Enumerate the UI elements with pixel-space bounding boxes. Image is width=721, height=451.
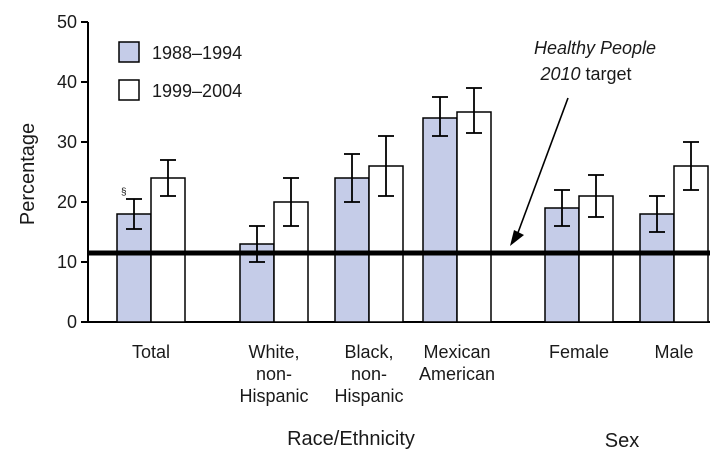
error-bars-layer bbox=[126, 87, 699, 263]
category-label-line: Hispanic bbox=[334, 386, 403, 406]
annotation-arrow-shaft bbox=[515, 97, 569, 239]
category-label-line: Hispanic bbox=[239, 386, 308, 406]
category-label-line: Black, bbox=[344, 342, 393, 362]
category-label: Mexican American bbox=[419, 342, 495, 384]
target-annotation-line2: 2010 target bbox=[539, 64, 631, 84]
bar bbox=[116, 213, 152, 323]
legend-swatch bbox=[118, 41, 140, 63]
y-tick-label: 20 bbox=[57, 192, 77, 212]
category-label-line: American bbox=[419, 364, 495, 384]
y-tick-label: 0 bbox=[67, 312, 77, 332]
bars-layer bbox=[116, 111, 709, 323]
category-label: Male bbox=[654, 342, 693, 362]
bar bbox=[150, 177, 186, 323]
category-label-line: non- bbox=[256, 364, 292, 384]
legend-swatch bbox=[118, 79, 140, 101]
y-tick-label: 10 bbox=[57, 252, 77, 272]
target-layer bbox=[88, 97, 710, 256]
bar bbox=[422, 117, 458, 323]
footnote-marker: § bbox=[121, 187, 127, 198]
legend: 1988–1994 1999–2004 bbox=[118, 41, 242, 101]
category-label: White, non-Hispanic bbox=[239, 342, 308, 406]
group-label-race: Race/Ethnicity bbox=[287, 428, 415, 450]
annotation-arrow-head bbox=[510, 230, 524, 246]
category-label: Total bbox=[132, 342, 170, 362]
category-label-line: Male bbox=[654, 342, 693, 362]
category-label: Female bbox=[549, 342, 609, 362]
target-annotation-year: 2010 bbox=[539, 64, 580, 84]
target-annotation-line1: Healthy People bbox=[534, 38, 656, 58]
category-label: Black, non-Hispanic bbox=[334, 342, 403, 406]
category-label-line: White, bbox=[248, 342, 299, 362]
legend-label: 1999–2004 bbox=[152, 81, 242, 101]
y-tick-label: 40 bbox=[57, 72, 77, 92]
y-tick-label: 50 bbox=[57, 12, 77, 32]
category-label-line: Female bbox=[549, 342, 609, 362]
bar bbox=[673, 165, 709, 323]
y-axis-label: Percentage bbox=[17, 123, 39, 225]
y-tick-label: 30 bbox=[57, 132, 77, 152]
legend-label: 1988–1994 bbox=[152, 43, 242, 63]
category-label-line: non- bbox=[351, 364, 387, 384]
bar bbox=[456, 111, 492, 323]
group-label-sex: Sex bbox=[605, 430, 639, 451]
target-annotation-rest: target bbox=[581, 64, 632, 84]
category-label-line: Total bbox=[132, 342, 170, 362]
category-label-line: Mexican bbox=[423, 342, 490, 362]
